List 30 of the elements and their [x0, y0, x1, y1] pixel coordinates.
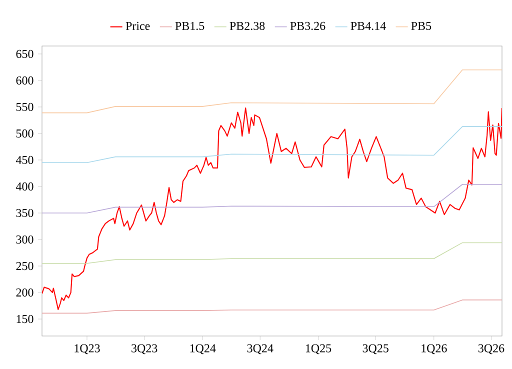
- y-tick-label: 500: [16, 129, 34, 138]
- x-tick-label: 3Q23: [132, 344, 158, 354]
- x-tick-label: 3Q24: [247, 344, 274, 354]
- y-tick-label: 200: [16, 288, 34, 297]
- y-tick-label: 250: [16, 262, 34, 270]
- legend-label: PB1.5: [175, 22, 204, 30]
- y-tick-label: 400: [16, 182, 34, 191]
- y-tick-label: 650: [16, 50, 34, 58]
- y-tick-label: 350: [16, 208, 34, 218]
- x-tick-label: 3Q25: [362, 344, 388, 354]
- line-series: [42, 69, 502, 114]
- y-tick-label: 300: [16, 235, 34, 244]
- line-series: [42, 242, 502, 264]
- y-tick-label: 450: [16, 156, 34, 164]
- legend-label: PB3.26: [290, 22, 326, 30]
- line-series: [42, 126, 502, 164]
- line-series: [42, 300, 502, 314]
- y-tick-label: 600: [16, 76, 34, 85]
- x-tick-label: 1Q24: [190, 344, 216, 354]
- x-tick-label: 1Q23: [74, 344, 100, 354]
- legend-label: PB4.14: [350, 22, 386, 30]
- x-tick-label: 1Q26: [422, 344, 447, 354]
- x-tick-label: 1Q25: [306, 344, 332, 354]
- y-tick-label: 150: [16, 314, 34, 324]
- x-tick-label: 3Q26: [478, 344, 504, 354]
- legend-label: PB5: [411, 22, 432, 30]
- legend-label: Price: [126, 22, 150, 30]
- legend-label: PB2.38: [230, 22, 265, 30]
- line-series: [42, 184, 502, 214]
- y-tick-label: 550: [16, 102, 34, 112]
